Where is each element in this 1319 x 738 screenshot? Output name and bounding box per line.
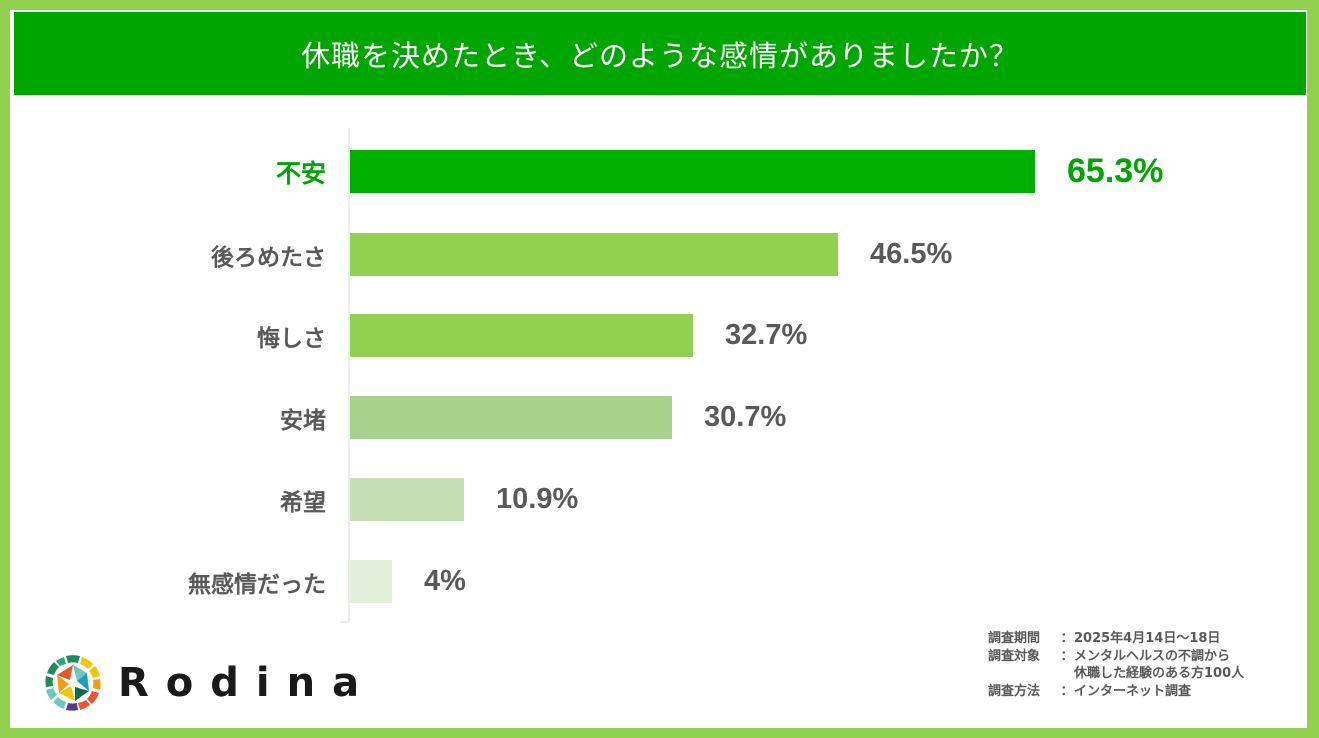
survey-target-cont: 休職した経験のある方100人 xyxy=(988,665,1244,683)
bar-row-kibou: 希望 10.9% xyxy=(0,478,1319,521)
spacer xyxy=(988,665,1060,683)
category-label: 安堵 xyxy=(280,407,326,434)
value-label: 32.7% xyxy=(725,319,808,351)
y-axis-line xyxy=(348,128,350,623)
bar xyxy=(350,478,464,521)
category-label: 悔しさ xyxy=(257,325,326,352)
bar-row-fuan: 不安 65.3% xyxy=(0,150,1319,193)
aperture-logo-icon xyxy=(45,655,101,711)
value-label: 65.3% xyxy=(1067,152,1164,190)
survey-method-value: インターネット調査 xyxy=(1074,683,1192,699)
separator: ： xyxy=(1060,648,1074,664)
survey-method-key: 調査方法 xyxy=(988,683,1041,699)
title-banner: 休職を決めたとき、どのような感情がありましたか？ xyxy=(14,12,1306,95)
value-label: 30.7% xyxy=(704,401,787,433)
survey-method: 調査方法 ： インターネット調査 xyxy=(988,683,1244,701)
chart-title: 休職を決めたとき、どのような感情がありましたか？ xyxy=(301,38,1019,73)
survey-target-value-line2: 休職した経験のある方100人 xyxy=(1074,666,1245,681)
separator: ： xyxy=(1060,683,1074,699)
brand-logo: Rodina xyxy=(44,654,376,712)
survey-target-value-line1: メンタルヘルスの不調から xyxy=(1074,648,1231,664)
bar-row-ando: 安堵 30.7% xyxy=(0,396,1319,439)
category-label: 不安 xyxy=(275,158,326,188)
bar xyxy=(350,396,672,439)
bar xyxy=(350,560,392,603)
category-label: 後ろめたさ xyxy=(211,244,326,271)
survey-period-value: 2025年4月14日～18日 xyxy=(1074,631,1221,646)
value-label: 46.5% xyxy=(870,238,953,270)
survey-target-key: 調査対象 xyxy=(988,648,1041,664)
y-axis-tick xyxy=(340,621,350,623)
bar-row-mukanjou: 無感情だった 4% xyxy=(0,560,1319,603)
survey-target: 調査対象 ： メンタルヘルスの不調から xyxy=(988,648,1244,666)
bar xyxy=(350,150,1035,193)
separator: ： xyxy=(1060,631,1074,646)
slide-canvas xyxy=(10,10,1307,728)
value-label: 10.9% xyxy=(496,483,579,515)
bar-row-ushirometasa: 後ろめたさ 46.5% xyxy=(0,233,1319,276)
survey-period: 調査期間 ： 2025年4月14日～18日 xyxy=(988,630,1244,648)
category-label: 無感情だった xyxy=(188,571,326,598)
bar xyxy=(350,233,838,276)
spacer xyxy=(1060,665,1074,683)
brand-name: Rodina xyxy=(118,660,377,706)
value-label: 4% xyxy=(424,565,466,597)
category-label: 希望 xyxy=(280,489,326,516)
survey-period-key: 調査期間 xyxy=(988,631,1041,646)
bar xyxy=(350,314,693,357)
survey-notes: 調査期間 ： 2025年4月14日～18日 調査対象 ： メンタルヘルスの不調か… xyxy=(988,630,1244,700)
bar-row-kuyashisa: 悔しさ 32.7% xyxy=(0,314,1319,357)
